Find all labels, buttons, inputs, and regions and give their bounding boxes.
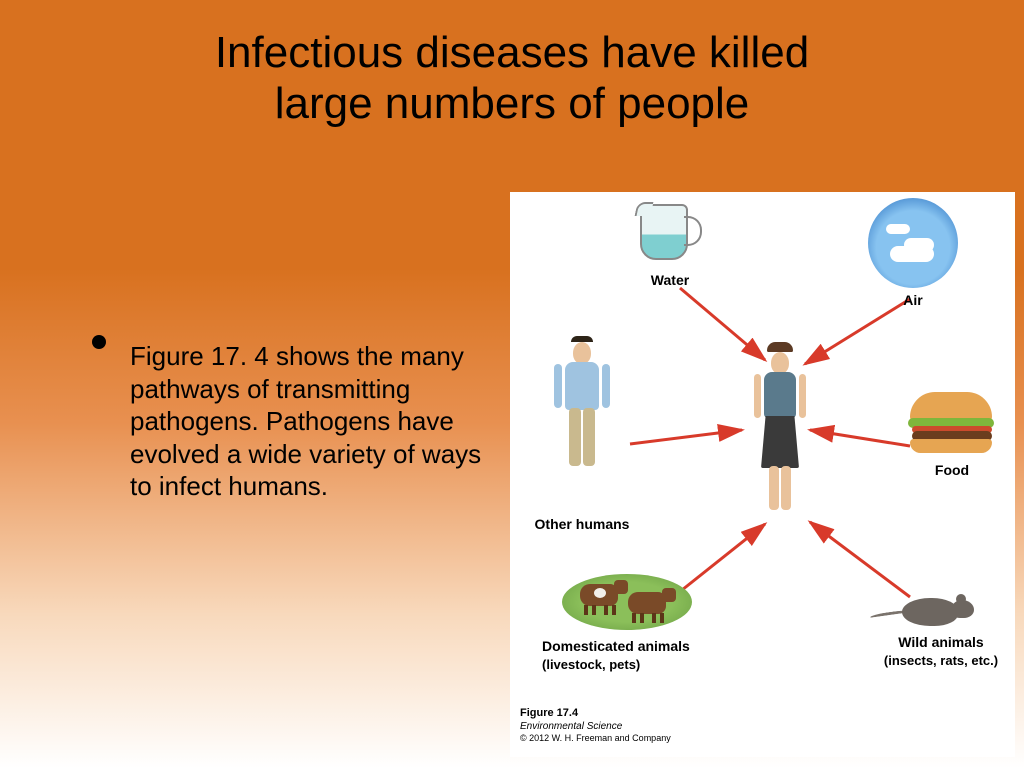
figure-panel: Water Air Food Wild animals (insects, ra… [510,192,1015,757]
label-water: Water [640,272,700,288]
figure-caption: Figure 17.4 Environmental Science © 2012… [520,706,671,745]
arrow-food [810,430,910,446]
node-food: Food [910,392,994,478]
arrow-air [805,299,910,364]
node-center-woman [748,352,812,538]
node-air: Air [868,198,958,308]
arrow-humans [630,430,742,444]
node-humans: Other humans [532,342,632,532]
label-food: Food [910,462,994,478]
figure-copyright: © 2012 W. H. Freeman and Company [520,733,671,745]
node-water: Water [640,204,700,288]
woman-icon [752,352,808,538]
rat-icon [896,586,986,630]
bullet-column: Figure 17. 4 shows the many pathways of … [0,190,500,503]
sublabel-domesticated: (livestock, pets) [542,658,732,673]
node-wild: Wild animals (insects, rats, etc.) [876,586,1006,669]
node-domesticated: Domesticated animals (livestock, pets) [542,574,732,673]
cows-icon [562,574,692,630]
title-line2: large numbers of people [275,79,750,128]
arrow-water [680,288,765,360]
label-humans: Other humans [532,516,632,532]
burger-icon [910,392,994,452]
bullet-text: Figure 17. 4 shows the many pathways of … [130,340,490,503]
figure-number: Figure 17.4 [520,706,671,720]
slide-title: Infectious diseases have killed large nu… [0,0,1024,129]
sky-icon [868,198,958,288]
bullet-marker [92,335,106,349]
label-air: Air [868,292,958,308]
label-wild: Wild animals [876,634,1006,650]
pathways-diagram: Water Air Food Wild animals (insects, ra… [510,192,1015,757]
figure-book: Environmental Science [520,720,671,733]
pitcher-icon [640,204,700,268]
sublabel-wild: (insects, rats, etc.) [876,654,1006,669]
title-line1: Infectious diseases have killed [215,28,809,77]
man-icon [552,342,612,512]
label-domesticated: Domesticated animals [542,638,732,654]
